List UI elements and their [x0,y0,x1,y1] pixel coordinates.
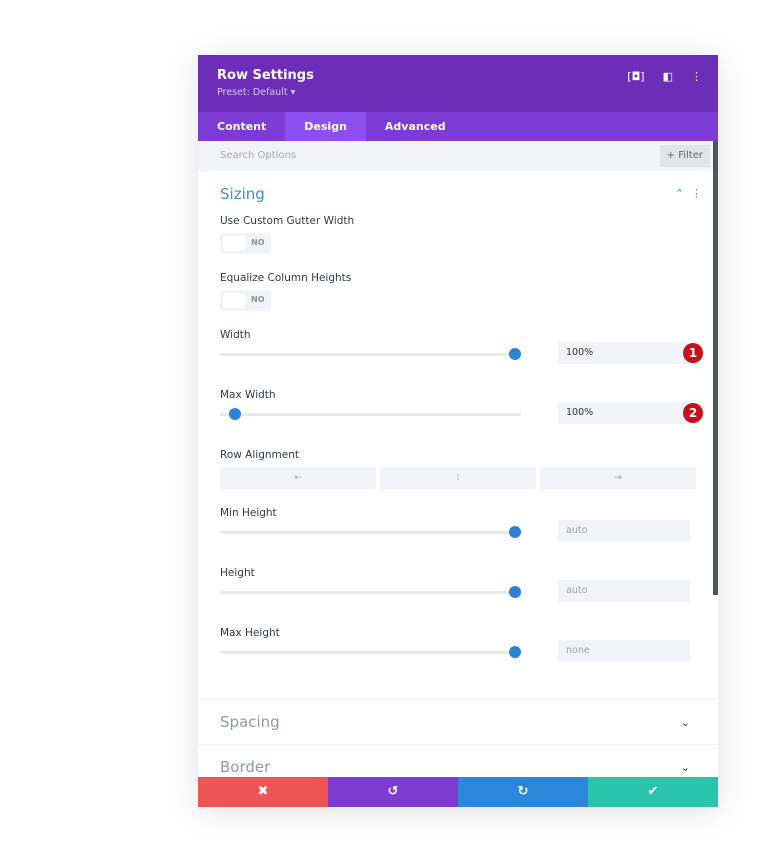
slider-handle[interactable] [508,586,521,598]
tab-design[interactable]: Design [285,112,366,141]
more-icon[interactable]: ⋮ [691,187,702,200]
modal-title: Row Settings [217,68,314,83]
slider-handle[interactable] [508,526,521,538]
height-input[interactable]: auto [558,580,690,602]
width-label: Width [220,329,251,341]
slider-handle[interactable] [508,646,521,658]
height-setting: Height auto [220,567,696,627]
cancel-button[interactable]: ✖ [198,777,328,807]
chevron-down-icon[interactable]: ⌄ [680,761,690,774]
annotation-badge: 2 [683,403,703,423]
section-border[interactable]: Border ⌄ [198,744,718,789]
tab-bar: Content Design Advanced [198,112,718,141]
min-height-label: Min Height [220,507,277,519]
max-width-setting: Max Width 100% 2 [220,389,703,449]
max-height-label: Max Height [220,627,280,639]
min-height-setting: Min Height auto [220,507,696,567]
height-label: Height [220,567,255,579]
align-right-button[interactable]: ⇥ [540,467,696,489]
preset-dropdown[interactable]: Preset: Default ▾ [217,87,296,98]
save-button[interactable]: ✔ [588,777,718,807]
modal-header: Row Settings Preset: Default ▾ [◘] ◧ ⋮ [198,55,718,112]
max-height-input[interactable]: none [558,640,690,662]
section-title: Spacing [220,713,280,731]
gutter-label: Use Custom Gutter Width [220,215,355,227]
split-view-icon[interactable]: ◧ [662,70,673,83]
align-center-button[interactable]: ⁞ [380,467,536,489]
section-spacing[interactable]: Spacing ⌄ [198,699,718,744]
align-left-button[interactable]: ⇤ [220,467,376,489]
min-height-slider[interactable] [220,526,521,538]
tab-advanced[interactable]: Advanced [384,120,446,133]
slider-handle[interactable] [508,348,521,360]
section-sizing-header[interactable]: Sizing ⌃ ⋮ [220,185,702,215]
height-slider[interactable] [220,586,521,598]
equalize-toggle[interactable]: NO [220,290,271,311]
toggle-state: NO [251,238,265,247]
toggle-state: NO [251,295,265,304]
redo-button[interactable]: ↻ [458,777,588,807]
modal-footer: ✖ ↺ ↻ ✔ [198,777,718,807]
more-icon[interactable]: ⋮ [691,70,702,83]
row-alignment-label: Row Alignment [220,449,299,461]
search-options-input[interactable]: Search Options + Filter [198,141,718,171]
min-height-input[interactable]: auto [558,520,690,542]
annotation-badge: 1 [683,343,703,363]
chevron-up-icon[interactable]: ⌃ [674,187,684,200]
row-settings-modal: Row Settings Preset: Default ▾ [◘] ◧ ⋮ C… [198,55,718,807]
width-input[interactable]: 100% [558,342,690,364]
max-height-slider[interactable] [220,646,521,658]
slider-handle[interactable] [229,408,242,420]
gutter-toggle[interactable]: NO [220,233,271,254]
max-height-setting: Max Height none [220,627,696,699]
section-title: Sizing [220,185,265,203]
scrollbar[interactable] [713,141,718,595]
filter-button[interactable]: + Filter [659,145,710,167]
search-placeholder: Search Options [220,150,297,161]
max-width-slider[interactable] [220,408,521,420]
undo-button[interactable]: ↺ [328,777,458,807]
max-width-label: Max Width [220,389,276,401]
focus-icon[interactable]: [◘] [627,70,645,83]
width-slider[interactable] [220,348,521,360]
width-setting: Width 100% 1 [220,329,703,389]
chevron-down-icon[interactable]: ⌄ [680,716,690,729]
section-title: Border [220,758,271,776]
equalize-label: Equalize Column Heights [220,272,352,284]
max-width-input[interactable]: 100% [558,402,690,424]
tab-content[interactable]: Content [217,120,267,133]
